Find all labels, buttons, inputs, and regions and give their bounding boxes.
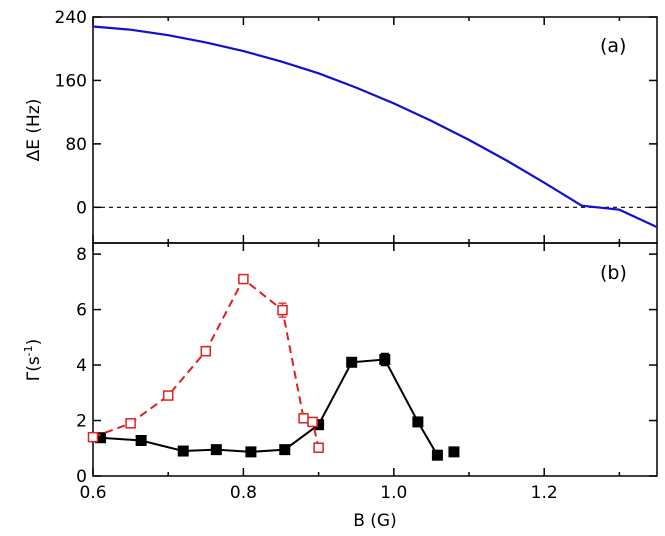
- data-point: [307, 416, 318, 428]
- data-point: [238, 273, 249, 285]
- data-point: [313, 442, 324, 453]
- data-point: [448, 446, 460, 458]
- panel-a-ticks: 0 80 160 240: [55, 8, 657, 243]
- data-point: [245, 446, 257, 458]
- panel-a-frame: [92, 16, 658, 244]
- ytick-label: 0: [76, 467, 87, 487]
- ytick-label: 4: [76, 356, 87, 376]
- ytick-label: 8: [76, 245, 87, 265]
- data-point: [379, 354, 391, 365]
- panel-b-ylabel-close: ): [24, 339, 44, 346]
- data-point: [277, 304, 288, 316]
- data-point: [162, 390, 174, 401]
- panel-a: 0 80 160 240 (a) ΔE (Hz): [24, 8, 658, 244]
- panel-b: 0 2 4 6 8 0.6 0.8 1.0 1.2 (b) Γ(s-1) B (G): [22, 242, 658, 531]
- data-point: [313, 419, 325, 431]
- panel-b-frame: [92, 242, 658, 477]
- ytick-label: 240: [55, 8, 87, 28]
- data-point: [200, 345, 212, 357]
- ytick-label: 6: [76, 301, 87, 321]
- data-point: [412, 416, 424, 428]
- data-point: [431, 449, 443, 461]
- data-point: [125, 418, 136, 429]
- xtick-label: 1.2: [531, 483, 558, 503]
- panel-a-series: [92, 25, 658, 229]
- panel-b-ylabel-sup: -1: [22, 345, 35, 356]
- series-1: [92, 25, 658, 229]
- xtick-label: 0.6: [79, 483, 106, 503]
- xtick-label: 1.0: [380, 483, 407, 503]
- data-point: [87, 431, 99, 443]
- series-line: [92, 25, 658, 229]
- data-point: [95, 432, 107, 444]
- data-point: [177, 445, 189, 457]
- ytick-label: 2: [76, 412, 87, 432]
- ytick-label: 80: [65, 135, 87, 155]
- panel-b-xlabel: B (G): [353, 511, 397, 531]
- data-point: [210, 444, 222, 456]
- panel-b-ticks: 0 2 4 6 8 0.6 0.8 1.0 1.2: [76, 243, 657, 503]
- ytick-label: 0: [76, 198, 87, 218]
- panel-a-label: (a): [600, 35, 626, 57]
- ytick-label: 160: [55, 71, 87, 91]
- panel-b-series: [87, 273, 460, 461]
- series-2: [87, 273, 324, 453]
- panel-b-label: (b): [600, 262, 627, 284]
- panel-b-ylabel: Γ(s-1): [22, 339, 44, 382]
- data-point: [298, 413, 309, 424]
- data-point: [279, 444, 291, 456]
- data-point: [346, 356, 358, 368]
- panel-a-ylabel: ΔE (Hz): [24, 99, 44, 162]
- panel-b-ylabel-main: Γ(s: [24, 356, 44, 381]
- series-1: [95, 352, 460, 461]
- data-point: [135, 434, 147, 446]
- xtick-label: 0.8: [230, 483, 257, 503]
